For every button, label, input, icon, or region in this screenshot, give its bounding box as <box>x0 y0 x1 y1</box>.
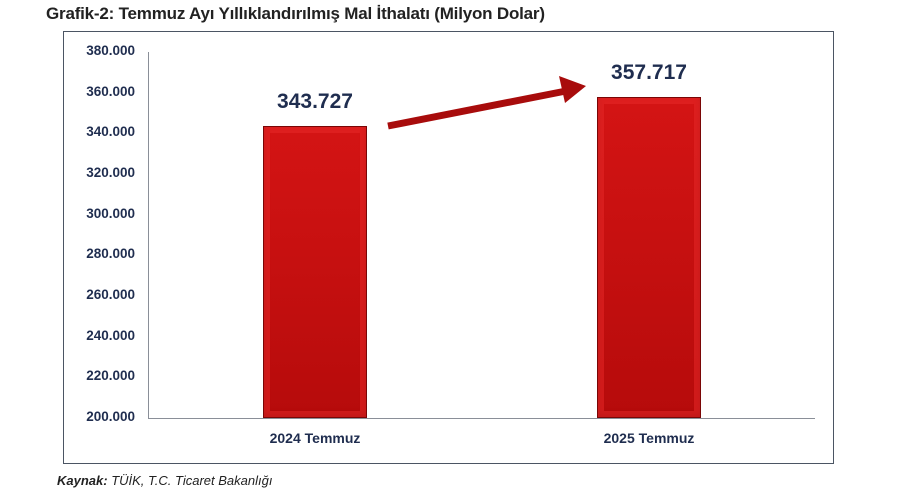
bar-value-label: 357.717 <box>611 61 687 85</box>
bar-2024 <box>263 125 367 418</box>
y-tick-label: 380.000 <box>86 43 135 58</box>
source-text: TÜİK, T.C. Ticaret Bakanlığı <box>107 473 273 488</box>
source-label: Kaynak: <box>57 473 108 488</box>
source-note: Kaynak: TÜİK, T.C. Ticaret Bakanlığı <box>57 473 272 488</box>
x-category-label: 2024 Temmuz <box>269 430 361 446</box>
y-tick-label: 260.000 <box>86 287 135 302</box>
chart-frame <box>63 31 834 464</box>
y-tick-label: 360.000 <box>86 83 135 99</box>
x-axis-line <box>148 418 815 419</box>
y-tick-label: 300.000 <box>86 205 135 221</box>
chart-title: Grafik-2: Temmuz Ayı Yıllıklandırılmış M… <box>46 4 545 23</box>
y-tick-label: 280.000 <box>86 246 135 262</box>
y-tick-label: 340.000 <box>86 124 135 140</box>
y-tick-label: 200.000 <box>86 409 135 424</box>
bar-value-label: 343.727 <box>277 89 353 113</box>
x-category-label: 2025 Temmuz <box>603 430 695 446</box>
y-axis-line <box>148 52 149 418</box>
y-tick-label: 320.000 <box>86 165 135 180</box>
y-tick-label: 220.000 <box>86 368 135 384</box>
y-tick-label: 240.000 <box>86 327 135 343</box>
bar-2025 <box>597 97 701 418</box>
